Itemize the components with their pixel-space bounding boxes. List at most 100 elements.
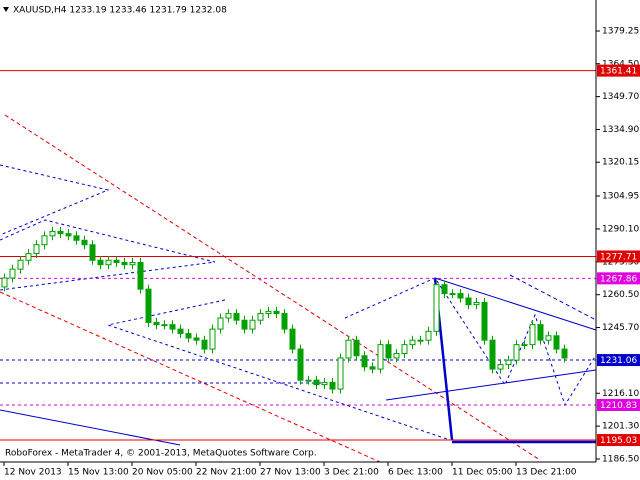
candle-body [193,337,200,341]
candle-body [185,333,192,339]
candle-body [25,253,32,261]
x-tick-label: 3 Dec 21:00 [324,468,379,478]
y-tick-label: 1245.70 [602,323,639,333]
candles [1,226,568,394]
candle-body [329,381,336,390]
trend-line [0,291,381,463]
candle-body [41,235,48,246]
candle-body [17,259,24,270]
candle-body [521,344,528,347]
candle-body [161,324,168,327]
price-level-label: 1231.06 [600,356,637,366]
candle-body [73,235,80,241]
menu-arrow[interactable] [3,7,9,12]
candle-body [121,261,128,266]
x-tick-label: 13 Dec 21:00 [516,468,577,478]
y-tick-label: 1260.50 [602,290,639,300]
candle-body [401,344,408,355]
y-tick-label: 1334.90 [602,125,639,135]
candle-body [113,259,120,263]
candle-body [97,259,104,266]
candle-body [441,284,448,295]
candle-body [305,379,312,382]
price-level-tag [597,434,640,447]
forecast-line [344,277,597,407]
price-level-tag [597,64,640,77]
y-tick-label: 1349.70 [602,92,639,102]
y-tick-label: 1216.10 [602,389,639,399]
y-tick-label: 1304.95 [602,191,639,201]
candle-body [49,230,56,237]
candle-body [361,355,368,368]
price-level-label: 1210.83 [600,401,637,411]
candle-body [289,328,296,350]
candle-body [465,297,472,306]
candle-body [33,244,40,255]
candle-body [65,233,72,237]
candle-body [369,366,376,370]
candle-body [473,301,480,306]
y-tick-label: 1379.25 [602,26,639,36]
candle-body [513,344,520,361]
y-tick-label: 1364.50 [602,59,639,69]
price-level-label: 1277.71 [600,252,637,262]
candle-body [433,284,440,332]
candle-body [449,293,456,296]
candle-body [409,339,416,346]
x-tick-label: 11 Dec 05:00 [452,468,513,478]
trend-line [106,299,451,441]
x-tick-label: 12 Nov 2013 [4,468,62,478]
trend-line [434,277,597,331]
candle-body [505,359,512,366]
price-level-tag [597,250,640,263]
candle-body [489,339,496,370]
candle-body [201,339,208,350]
candle-body [257,313,264,321]
candle-body [297,348,304,381]
candle-body [393,353,400,359]
candle-body [129,261,136,266]
candle-body [57,230,64,235]
levels [0,70,596,441]
candle-body [313,379,320,386]
candle-body [273,310,280,315]
candle-body [553,335,560,350]
y-tick-label: 1320.15 [602,158,639,168]
price-level-label: 1361.41 [600,67,637,77]
candle-body [321,381,328,386]
candle-body [481,301,488,341]
candle-body [9,268,16,279]
candle-body [145,288,152,323]
chart-title: XAUUSD,H4 1233.19 1233.46 1231.79 1232.0… [13,6,227,16]
price-level-tag [597,354,640,367]
candle-body [561,348,568,359]
candle-body [529,324,536,346]
candle-body [537,324,544,341]
candle-body [457,293,464,299]
candle-body [249,319,256,330]
candle-body [377,344,384,370]
candle-body [353,339,360,357]
candle-body [233,313,240,321]
candle-body [177,328,184,335]
trend-line [0,409,181,446]
axis-labels: 1379.25 1364.50 1349.70 1334.90 1320.15 1304.… [3,26,640,478]
candle-body [417,339,424,342]
drawings [0,114,597,463]
candle-body [281,313,288,330]
candle-body [545,335,552,341]
x-tick-label: 20 Nov 05:00 [132,468,193,478]
y-tick-label: 1290.10 [602,224,639,234]
trend-line [4,114,541,461]
candle-body [105,259,112,266]
x-tick-label: 22 Nov 21:00 [196,468,257,478]
x-tick-label: 27 Nov 13:00 [260,468,321,478]
candle-body [1,277,8,288]
candle-body [81,239,88,246]
candle-body [137,261,144,290]
trend-line [0,164,110,236]
candle-body [209,328,216,350]
candle-body [385,344,392,359]
candle-body [169,324,176,330]
